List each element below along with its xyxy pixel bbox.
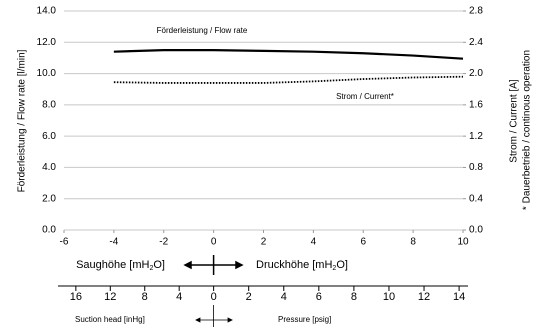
label-part: O] <box>153 259 165 271</box>
x-tick-label: 6 <box>360 237 366 248</box>
x-tick-label: 8 <box>410 237 416 248</box>
x-tick-label: 4 <box>311 237 317 248</box>
y2-tick-label: 2.0 <box>469 68 483 79</box>
subscript: 2 <box>149 265 153 272</box>
conversion-tick-label: 12 <box>418 291 430 303</box>
y-tick-label: 12.0 <box>37 37 57 48</box>
conversion-tick-label: 6 <box>316 291 322 303</box>
series-line <box>113 49 464 60</box>
direction-arrows-small <box>195 317 233 323</box>
y-tick-label: 6.0 <box>42 131 56 142</box>
x-tick-label: 10 <box>457 237 469 248</box>
conversion-tick-label: 4 <box>281 291 287 303</box>
y-tick-label: 14.0 <box>37 6 57 17</box>
subscript: 2 <box>332 265 336 272</box>
series-label: Förderleistung / Flow rate <box>157 26 248 35</box>
y2-tick-label: 2.8 <box>469 6 483 17</box>
y-tick-label: 10.0 <box>37 68 57 79</box>
label-part: Druckhöhe [mH <box>256 259 332 271</box>
y2-axis-label: Strom / Current [A] <box>509 79 520 163</box>
conversion-tick-label: 8 <box>142 291 148 303</box>
x-tick-label: 2 <box>261 237 267 248</box>
conversion-tick-label: 16 <box>70 291 82 303</box>
conversion-tick-label: 4 <box>176 291 182 303</box>
conversion-tick-label: 8 <box>351 291 357 303</box>
y-tick-label: 2.0 <box>42 193 56 204</box>
y2-note: * Dauerbetrieb / continous operation <box>522 50 533 210</box>
direction-arrows <box>183 260 244 270</box>
x-tick-label: 0 <box>211 237 217 248</box>
x-tick-label: -2 <box>159 237 168 248</box>
x-tick-label: -6 <box>60 237 69 248</box>
conversion-tick-label: 12 <box>104 291 116 303</box>
label-part: Saughöhe [mH <box>76 259 149 271</box>
y2-tick-label: 0.8 <box>469 162 483 173</box>
y2-tick-label: 1.6 <box>469 99 483 110</box>
y-tick-label: 0.0 <box>42 225 56 236</box>
direction-label: Saughöhe [mH2O] <box>76 259 165 272</box>
x-tick-label: -4 <box>109 237 118 248</box>
y2-tick-label: 1.2 <box>469 131 483 142</box>
conversion-tick-label: 2 <box>246 291 252 303</box>
conversion-tick-label: 10 <box>383 291 395 303</box>
label-part: O] <box>336 259 348 271</box>
unit-label: Pressure [psig] <box>278 315 331 324</box>
y-axis-label: Förderleistung / Flow rate [l/min] <box>17 49 28 192</box>
series-line <box>113 75 464 84</box>
y2-tick-label: 2.4 <box>469 37 483 48</box>
y-tick-label: 8.0 <box>42 99 56 110</box>
series-label: Strom / Current* <box>336 92 394 101</box>
unit-label: Suction head [inHg] <box>75 315 145 324</box>
conversion-tick-label: 0 <box>211 291 217 303</box>
y-tick-label: 4.0 <box>42 162 56 173</box>
conversion-tick-label: 14 <box>453 291 465 303</box>
y2-tick-label: 0.4 <box>469 193 483 204</box>
direction-label: Druckhöhe [mH2O] <box>256 259 348 272</box>
y2-tick-label: 0.0 <box>469 225 483 236</box>
